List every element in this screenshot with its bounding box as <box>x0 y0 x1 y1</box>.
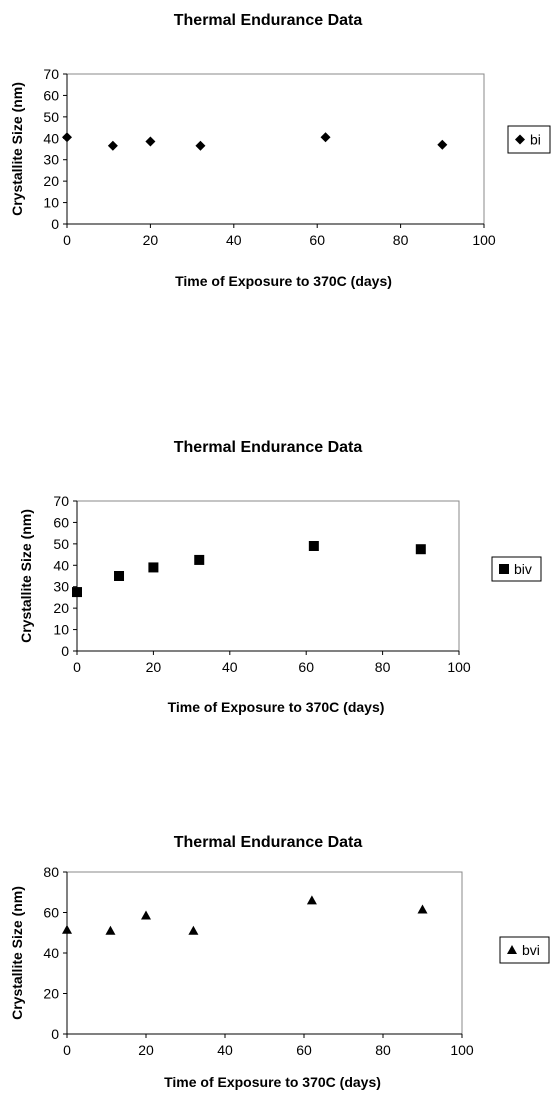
y-tick-label: 50 <box>43 109 59 125</box>
x-tick-label: 100 <box>450 1042 474 1058</box>
data-point <box>306 895 317 905</box>
y-tick-label: 40 <box>43 130 59 146</box>
plot-area <box>66 73 485 225</box>
x-tick-label: 100 <box>447 659 471 675</box>
x-axis-label: Time of Exposure to 370C (days) <box>164 1074 381 1090</box>
legend-marker <box>507 945 517 954</box>
x-tick-label: 40 <box>222 659 238 675</box>
y-tick-label: 30 <box>53 579 69 595</box>
data-point <box>107 140 118 151</box>
y-tick-label: 0 <box>51 1026 59 1042</box>
y-tick-label: 40 <box>53 557 69 573</box>
y-tick-label: 60 <box>53 514 69 530</box>
y-tick-label: 20 <box>43 986 59 1002</box>
y-tick-label: 0 <box>51 216 59 232</box>
x-axis-label: Time of Exposure to 370C (days) <box>175 273 392 289</box>
x-tick-label: 100 <box>472 232 496 248</box>
data-point <box>417 904 428 914</box>
x-tick-label: 80 <box>375 1042 391 1058</box>
data-point <box>145 136 156 147</box>
x-tick-label: 0 <box>63 1042 71 1058</box>
data-point <box>62 132 72 143</box>
legend-label: bvi <box>522 942 540 958</box>
y-axis-label: Crystallite Size (nm) <box>9 886 25 1020</box>
y-tick-label: 60 <box>43 905 59 921</box>
data-point <box>415 544 426 555</box>
x-axis-label: Time of Exposure to 370C (days) <box>168 699 385 715</box>
x-tick-label: 20 <box>138 1042 154 1058</box>
y-tick-label: 70 <box>43 66 59 82</box>
x-tick-label: 60 <box>309 232 325 248</box>
legend-box <box>499 936 550 964</box>
data-point <box>114 571 125 581</box>
y-tick-label: 20 <box>53 600 69 616</box>
x-tick-label: 60 <box>298 659 314 675</box>
chart-2: Thermal Endurance Data 0 10 20 30 40 50 60 70 0 20… <box>18 439 542 715</box>
data-point <box>141 910 151 920</box>
y-tick-label: 0 <box>61 643 69 659</box>
x-tick-label: 0 <box>63 232 71 248</box>
chart-1: Thermal Endurance Data 0 10 20 30 40 50 60 70 0 20… <box>9 12 551 289</box>
y-tick-label: 30 <box>43 152 59 168</box>
y-axis-label: Crystallite Size (nm) <box>9 82 25 216</box>
y-tick-label: 10 <box>43 195 59 211</box>
y-axis-label: Crystallite Size (nm) <box>18 509 34 643</box>
x-tick-label: 20 <box>143 232 159 248</box>
legend-box <box>507 125 551 154</box>
data-point <box>195 140 206 151</box>
x-tick-label: 40 <box>226 232 242 248</box>
y-tick-label: 20 <box>43 173 59 189</box>
chart-title: Thermal Endurance Data <box>174 12 363 29</box>
data-point <box>148 562 159 573</box>
plot-area <box>76 500 460 652</box>
data-point <box>72 587 82 598</box>
x-tick-label: 20 <box>146 659 162 675</box>
x-tick-label: 80 <box>375 659 391 675</box>
y-tick-label: 60 <box>43 87 59 103</box>
x-tick-label: 0 <box>73 659 81 675</box>
y-tick-label: 40 <box>43 945 59 961</box>
data-point <box>437 139 448 150</box>
legend-label: biv <box>514 561 532 577</box>
y-tick-label: 70 <box>53 493 69 509</box>
plot-area <box>66 871 463 1035</box>
data-point <box>62 924 72 934</box>
data-point <box>320 132 331 143</box>
data-point <box>194 554 205 565</box>
x-tick-label: 40 <box>217 1042 233 1058</box>
chart-title: Thermal Endurance Data <box>174 834 363 851</box>
data-point <box>188 925 199 935</box>
y-tick-label: 80 <box>43 864 59 880</box>
legend-box <box>491 556 542 582</box>
x-tick-label: 60 <box>296 1042 312 1058</box>
legend-marker <box>499 564 509 574</box>
x-tick-label: 80 <box>393 232 409 248</box>
chart-3: Thermal Endurance Data 0 20 40 60 80 0 20 40 60 80… <box>9 834 550 1090</box>
legend-label: bi <box>530 132 541 148</box>
data-point <box>105 925 116 935</box>
data-point <box>308 541 319 551</box>
chart-title: Thermal Endurance Data <box>174 439 363 456</box>
y-tick-label: 50 <box>53 536 69 552</box>
y-tick-label: 10 <box>53 622 69 638</box>
legend-marker <box>515 134 525 145</box>
